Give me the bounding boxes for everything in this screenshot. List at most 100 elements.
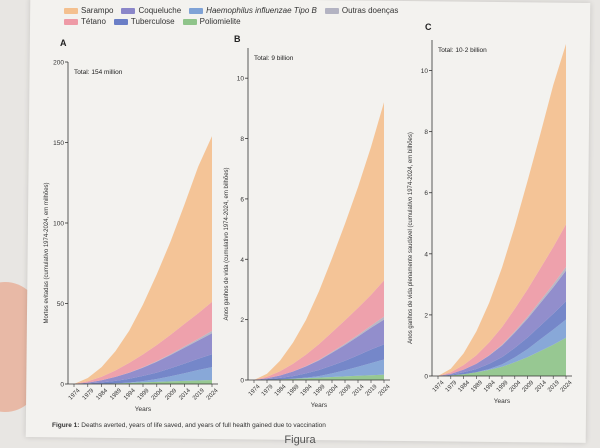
y-tick-label: 6 <box>424 190 428 197</box>
x-tick-label: 1989 <box>470 379 484 393</box>
legend-swatch <box>64 18 78 25</box>
legend-item: Coqueluche <box>121 6 181 15</box>
legend-item: Haemophilus influenzae Tipo B <box>189 6 317 15</box>
y-axis-title: Anos ganhos de vida (cumulativo 1974-202… <box>224 167 230 320</box>
x-tick-label: 2004 <box>326 383 340 397</box>
x-axis-title: Years <box>311 402 328 409</box>
panel-label-b: B <box>234 34 241 44</box>
total-label: Total: 10·2 billion <box>438 47 487 54</box>
x-tick-label: 1979 <box>445 379 459 393</box>
x-tick-label: 1984 <box>274 383 288 397</box>
legend-label: Tétano <box>81 17 106 26</box>
y-tick-label: 0 <box>240 378 244 385</box>
y-tick-label: 10 <box>237 76 245 83</box>
y-tick-label: 6 <box>240 196 244 203</box>
y-tick-label: 100 <box>53 221 64 228</box>
x-tick-label: 2014 <box>534 379 548 393</box>
x-tick-label: 1989 <box>109 387 123 401</box>
y-tick-label: 8 <box>424 129 428 136</box>
x-tick-label: 1974 <box>68 387 82 401</box>
figure-caption: Figure 1: Deaths averted, years of life … <box>52 422 326 429</box>
figura-label: Figura <box>284 434 316 446</box>
y-axis-title: Anos ganhos de vida plenamente saudável … <box>408 132 414 344</box>
legend-label: Haemophilus influenzae Tipo B <box>206 6 317 15</box>
x-tick-label: 2024 <box>560 379 574 393</box>
x-axis-title: Years <box>135 406 152 413</box>
x-tick-label: 1989 <box>287 383 301 397</box>
y-tick-label: 0 <box>60 382 64 389</box>
area-series-coqueluche <box>438 270 566 376</box>
x-tick-label: 2004 <box>509 379 523 393</box>
panel-label-a: A <box>60 38 67 48</box>
legend-swatch <box>182 18 197 25</box>
area-series-sarampo <box>254 102 384 381</box>
x-tick-label: 2019 <box>547 379 561 393</box>
x-tick-label: 2019 <box>365 383 379 397</box>
y-tick-label: 0 <box>424 374 428 381</box>
caption-text: Deaths averted, years of life saved, and… <box>79 422 326 429</box>
x-tick-label: 2019 <box>192 387 206 401</box>
panel-label-c: C <box>425 22 432 32</box>
y-axis-title: Mortes evitadas (cumulativo 1974-2024, e… <box>44 182 50 323</box>
legend-item: Poliomielite <box>182 17 241 26</box>
area-series-tuberculose <box>254 344 384 380</box>
x-tick-label: 1974 <box>248 383 262 397</box>
area-series-t-tano <box>438 224 566 376</box>
total-label: Total: 9 billion <box>254 55 294 62</box>
area-series-tuberculose <box>74 354 212 384</box>
legend: Sarampo Coqueluche Haemophilus influenzae … <box>64 6 424 26</box>
y-tick-label: 200 <box>53 60 64 67</box>
area-series-haemophilus-influenzae-tipo-b <box>438 319 566 376</box>
caption-bold: Figure 1: <box>52 422 80 429</box>
legend-swatch <box>324 7 339 14</box>
x-tick-label: 2014 <box>178 387 192 401</box>
area-series-sarampo <box>74 136 212 384</box>
x-tick-label: 1979 <box>261 383 275 397</box>
legend-item: Tuberculose <box>113 17 175 26</box>
area-series-haemophilus-influenzae-tipo-b <box>74 367 212 384</box>
area-series-poliomielite <box>254 374 384 380</box>
x-axis-title: Years <box>494 398 511 405</box>
x-tick-label: 1994 <box>300 383 314 397</box>
x-tick-label: 2009 <box>521 379 535 393</box>
legend-swatch <box>113 18 128 25</box>
y-tick-label: 4 <box>240 257 244 264</box>
area-series-coqueluche <box>74 333 212 384</box>
y-tick-label: 2 <box>424 312 428 319</box>
legend-item: Tétano <box>64 17 106 26</box>
y-tick-label: 4 <box>424 251 428 258</box>
x-tick-label: 1994 <box>123 387 137 401</box>
area-series-t-tano <box>254 280 384 380</box>
x-tick-label: 1994 <box>483 379 497 393</box>
x-tick-label: 1984 <box>457 379 471 393</box>
x-tick-label: 1984 <box>95 387 109 401</box>
legend-swatch <box>64 7 78 14</box>
area-series-coqueluche <box>254 319 384 380</box>
x-tick-label: 2024 <box>378 383 392 397</box>
legend-swatch <box>189 7 204 14</box>
legend-item: Sarampo <box>64 6 113 15</box>
legend-label: Outras doenças <box>341 6 399 15</box>
x-tick-label: 2004 <box>151 387 165 401</box>
x-tick-label: 2009 <box>164 387 178 401</box>
chart-panel-a: 0 50 100 150 200 1974 1979 1984 1989 1994 1999 2004… <box>44 60 220 414</box>
legend-label: Coqueluche <box>138 6 182 15</box>
legend-label: Poliomielite <box>199 17 241 26</box>
x-tick-label: 2014 <box>352 383 366 397</box>
area-series-poliomielite <box>438 337 566 376</box>
x-tick-label: 1979 <box>82 387 96 401</box>
legend-label: Sarampo <box>81 6 114 15</box>
y-tick-label: 50 <box>57 301 65 308</box>
legend-swatch <box>121 7 136 14</box>
legend-label: Tuberculose <box>130 17 175 26</box>
x-tick-label: 2024 <box>206 387 220 401</box>
y-tick-label: 10 <box>421 68 429 75</box>
x-tick-label: 1974 <box>432 379 446 393</box>
x-tick-label: 1999 <box>137 387 151 401</box>
x-tick-label: 1999 <box>313 383 327 397</box>
area-series-sarampo <box>438 44 566 376</box>
legend-item: Outras doenças <box>324 6 399 15</box>
